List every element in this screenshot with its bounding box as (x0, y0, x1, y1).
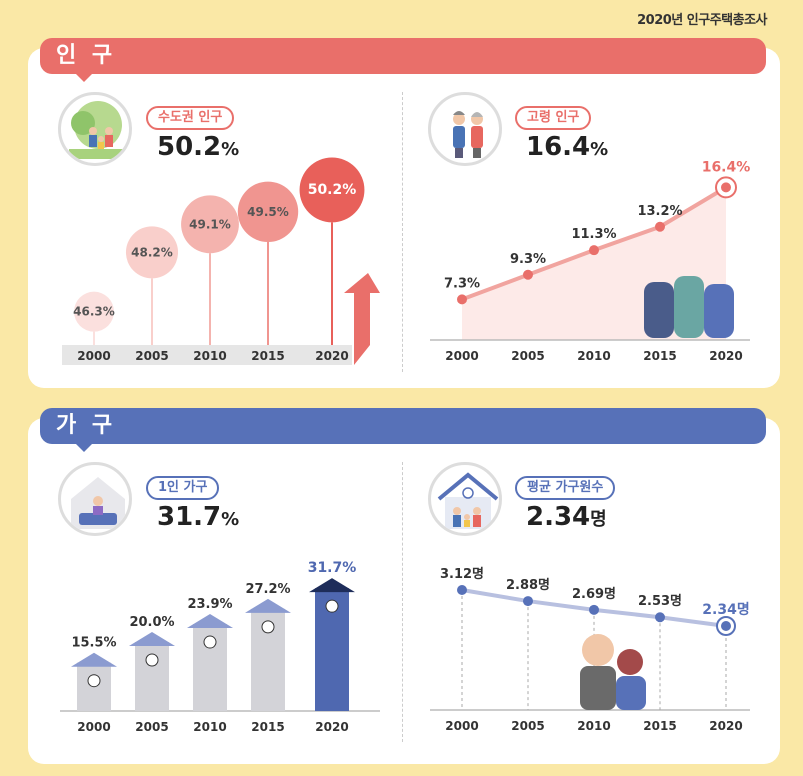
household-divider (402, 462, 403, 742)
x-tick-label: 2010 (193, 349, 226, 363)
infographic-title: 2020년 인구주택총조사 (637, 13, 767, 28)
bubble-2000 (74, 291, 114, 332)
bar-2005 (135, 642, 169, 711)
window-icon (87, 674, 101, 688)
elderly-couple-icon (428, 92, 502, 166)
household-section-tab: 가 구 (40, 408, 766, 452)
x-tick-label: 2010 (577, 349, 610, 363)
x-tick-label: 2015 (643, 719, 676, 733)
point-2015 (655, 221, 665, 232)
family-in-park-icon (58, 92, 132, 166)
population-divider (402, 92, 403, 372)
axis-band (62, 345, 352, 365)
point-2000 (457, 585, 467, 595)
x-tick-label: 2010 (193, 720, 226, 734)
bubble-2010 (181, 195, 239, 254)
x-tick-label: 2000 (77, 349, 110, 363)
family-house-icon (428, 462, 502, 536)
point-label: 13.2% (637, 204, 682, 219)
point-2010 (589, 245, 599, 256)
x-tick-label: 2015 (643, 349, 676, 363)
elderly-group-icon (644, 282, 674, 338)
x-tick-label: 2020 (315, 349, 348, 363)
point-2005 (523, 269, 533, 280)
elderly-population-value: 16.4% (526, 132, 609, 162)
x-tick-label: 2005 (511, 349, 544, 363)
bubble-label: 50.2% (308, 182, 357, 198)
x-tick-label: 2005 (135, 720, 168, 734)
elderly-population-badge: 고령 인구 (515, 106, 592, 130)
x-tick-label: 2005 (511, 719, 544, 733)
x-tick-label: 2020 (315, 720, 348, 734)
window-icon (145, 653, 159, 667)
metro-population-chart: 46.3% 2000 48.2% 2005 49.1% 2010 49.5% 2015 50.2… (62, 157, 380, 365)
single-person-home-icon (58, 462, 132, 536)
point-2010 (589, 604, 599, 615)
bubble-2005 (125, 226, 179, 279)
bubble-label: 49.5% (247, 205, 289, 219)
roof-icon (187, 614, 233, 629)
point-2020 (721, 621, 731, 631)
bar-label: 27.2% (245, 582, 290, 597)
x-tick-label: 2005 (135, 349, 168, 363)
x-tick-label: 2020 (709, 349, 742, 363)
point-label: 11.3% (571, 227, 616, 242)
bubble-2020 (299, 157, 365, 223)
window-icon (261, 620, 275, 634)
x-tick-label: 2000 (445, 349, 478, 363)
bubble-label: 48.2% (131, 245, 173, 259)
window-icon (325, 599, 339, 613)
point-label: 16.4% (702, 159, 751, 175)
point-2000 (457, 294, 467, 305)
family-illustration-icon (582, 634, 614, 666)
avg-household-size-chart: 3.12명 2000 2.88명 2005 2.69명 2010 2.53명 2015 2.34… (430, 566, 750, 733)
point-label: 3.12명 (440, 566, 484, 582)
x-tick-label: 2010 (577, 719, 610, 733)
single-household-chart: 15.5% 2000 20.0% 2005 23.9% 2010 27.2% 2015 31.7… (60, 560, 380, 734)
avg-household-size-badge: 평균 가구원수 (515, 476, 616, 500)
point-label: 2.53명 (638, 593, 682, 609)
single-household-badge: 1인 가구 (146, 476, 220, 500)
point-label: 2.34명 (702, 601, 749, 618)
point-label: 9.3% (510, 252, 546, 267)
metro-population-value: 50.2% (157, 132, 240, 162)
roof-icon (71, 652, 117, 667)
point-label: 7.3% (444, 276, 480, 291)
point-2015 (655, 612, 665, 623)
point-2020 (721, 182, 731, 193)
population-section-tab: 인 구 (40, 38, 766, 82)
roof-icon (245, 598, 291, 613)
x-tick-label: 2015 (251, 349, 284, 363)
x-tick-label: 2015 (251, 720, 284, 734)
elderly-population-chart: 7.3% 2000 9.3% 2005 11.3% 2010 13.2% 2015 16.4% 2… (430, 159, 750, 363)
bubble-label: 49.1% (189, 217, 231, 231)
window-icon (203, 635, 217, 649)
point-label: 2.88명 (506, 577, 550, 593)
bar-label: 23.9% (187, 597, 232, 612)
x-tick-label: 2020 (709, 719, 742, 733)
bar-label: 20.0% (129, 615, 174, 630)
x-tick-label: 2000 (445, 719, 478, 733)
roof-icon (129, 632, 175, 646)
x-tick-label: 2000 (77, 720, 110, 734)
population-section-title: 인 구 (56, 43, 117, 68)
point-2005 (523, 596, 533, 607)
roof-icon (309, 578, 355, 593)
trend-up-arrow-icon (344, 273, 380, 365)
bubble-2015 (237, 181, 299, 242)
bubble-label: 46.3% (73, 305, 115, 319)
single-household-value: 31.7% (157, 502, 240, 532)
household-section-title: 가 구 (56, 413, 117, 438)
bar-label: 15.5% (71, 636, 116, 651)
metro-population-badge: 수도권 인구 (146, 106, 235, 130)
avg-household-size-value: 2.34명 (526, 502, 607, 532)
point-label: 2.69명 (572, 586, 616, 602)
bar-label: 31.7% (308, 560, 357, 576)
